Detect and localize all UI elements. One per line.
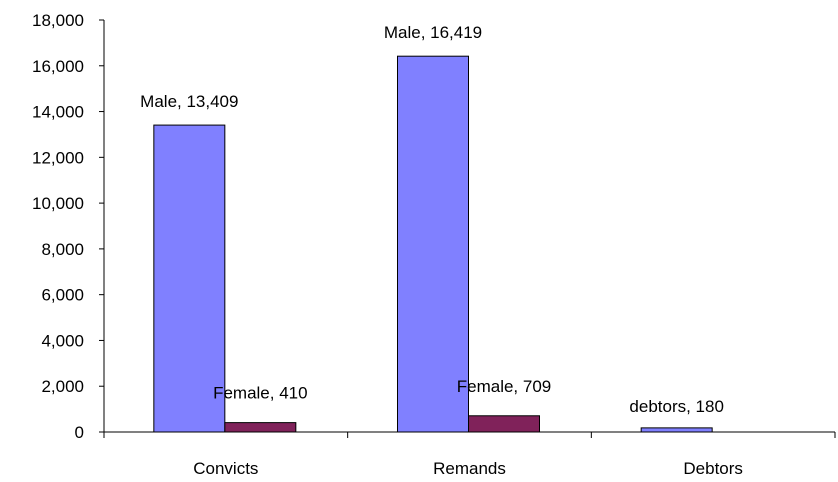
bar	[397, 55, 469, 433]
y-tick-label: 0	[75, 423, 84, 442]
bar	[468, 415, 540, 433]
data-label: Male, 13,409	[140, 92, 238, 111]
bar	[224, 422, 297, 433]
y-tick-label: 16,000	[32, 57, 84, 76]
bar	[640, 427, 713, 433]
y-tick-label: 10,000	[32, 194, 84, 213]
y-tick-label: 18,000	[32, 11, 84, 30]
data-label: debtors, 180	[629, 397, 724, 416]
bars	[153, 55, 713, 433]
y-axis-ticks: 0 2,000 4,000 6,000 8,000 10,000 12,000 14,000 1…	[32, 11, 104, 442]
y-tick-label: 4,000	[41, 331, 84, 350]
y-tick-label: 2,000	[41, 377, 84, 396]
y-tick-label: 8,000	[41, 240, 84, 259]
y-tick-label: 12,000	[32, 148, 84, 167]
data-labels: Male, 13,409 Female, 410 Male, 16,419 Femal…	[140, 23, 724, 416]
y-tick-label: 6,000	[41, 286, 84, 305]
data-label: Male, 16,419	[384, 23, 482, 42]
x-tick-label: Debtors	[683, 459, 743, 478]
category-labels: Convicts Remands Debtors	[193, 459, 743, 478]
x-tick-label: Convicts	[193, 459, 258, 478]
bar	[153, 124, 226, 433]
data-label: Female, 410	[213, 384, 308, 403]
x-tick-label: Remands	[433, 459, 506, 478]
data-label: Female, 709	[457, 377, 552, 396]
y-tick-label: 14,000	[32, 103, 84, 122]
